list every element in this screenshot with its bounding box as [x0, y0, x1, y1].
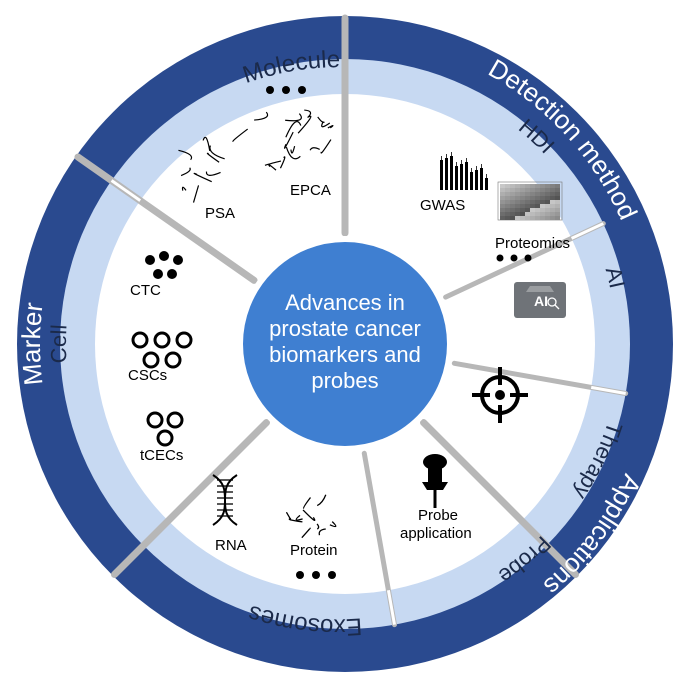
- pin-label: Probe: [418, 507, 458, 524]
- svg-text:AI: AI: [534, 293, 548, 309]
- gwas-label: GWAS: [420, 197, 465, 214]
- ellipsis-dot: [298, 86, 306, 94]
- ellipsis-dot: [266, 86, 274, 94]
- pin-label2: application: [400, 525, 472, 542]
- ctc-label: CTC: [130, 282, 161, 299]
- rna-label: RNA: [215, 537, 247, 554]
- tcecs-label: tCECs: [140, 447, 183, 464]
- ellipsis-dot: [511, 255, 518, 262]
- protein-label: Protein: [290, 542, 338, 559]
- mid-label-1: Cell: [46, 324, 72, 364]
- ellipsis-dot: [296, 571, 304, 579]
- ellipsis-dot: [497, 255, 504, 262]
- epca-label: EPCA: [290, 182, 331, 199]
- ellipsis-dot: [525, 255, 532, 262]
- psa-label: PSA: [205, 205, 235, 222]
- ellipsis-dot: [282, 86, 290, 94]
- ai-icon: AI: [514, 282, 566, 318]
- ellipsis-dot: [328, 571, 336, 579]
- outer-label-0: Marker: [16, 300, 49, 386]
- cscs-label: CSCs: [128, 367, 167, 384]
- proteomics-icon: [498, 182, 562, 220]
- ellipsis-dot: [312, 571, 320, 579]
- proteomics-label: Proteomics: [495, 235, 570, 252]
